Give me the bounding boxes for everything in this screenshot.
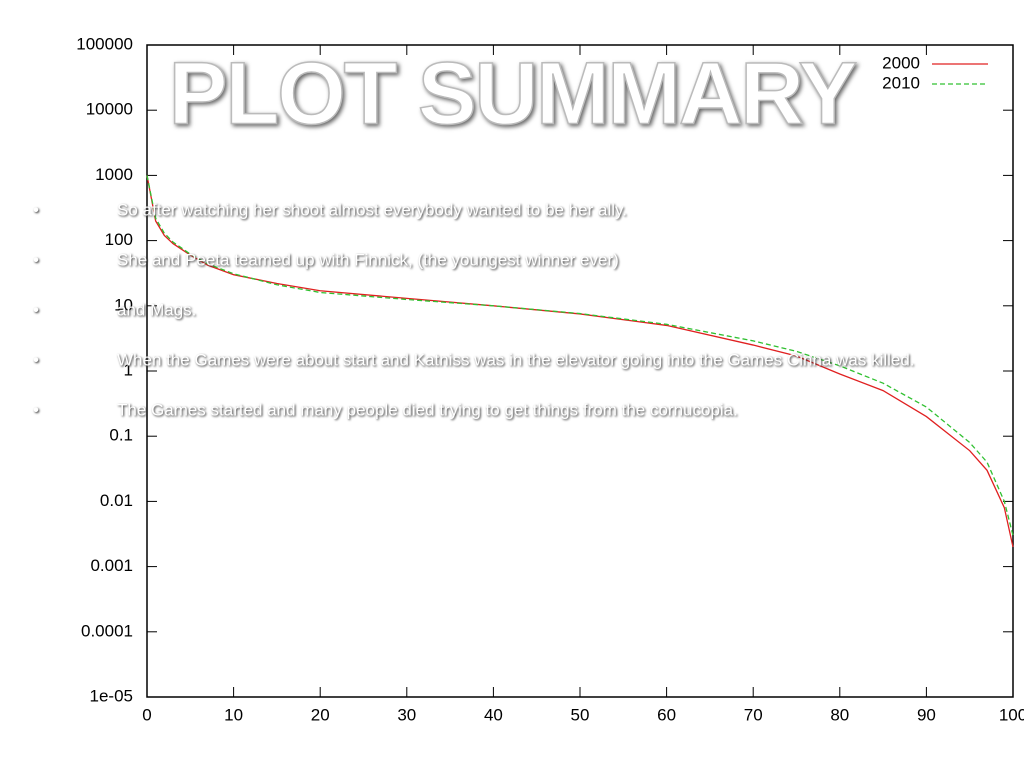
bullet-dot: •: [33, 350, 39, 369]
x-tick-label: 70: [744, 705, 763, 724]
bullet-text: The Games started and many people died t…: [117, 400, 738, 419]
y-tick-label: 1e-05: [90, 686, 133, 705]
x-tick-label: 30: [397, 705, 416, 724]
y-tick-label: 100000: [76, 34, 133, 53]
y-tick-label: 0.01: [100, 491, 133, 510]
bullet-dot: •: [33, 400, 39, 419]
x-tick-label: 60: [657, 705, 676, 724]
bullet-text: When the Games were about start and Katn…: [117, 350, 915, 369]
y-tick-label: 1: [124, 360, 133, 379]
series-line: [146, 175, 1014, 536]
x-tick-label: 0: [142, 705, 151, 724]
y-tick-label: 0.0001: [81, 621, 133, 640]
plot-frame: [146, 44, 1014, 698]
bullet-text: She and Peeta teamed up with Finnick, (t…: [117, 250, 619, 269]
x-tick-label: 10: [224, 705, 243, 724]
bullet-text: So after watching her shoot almost every…: [117, 200, 627, 219]
x-tick-label: 40: [484, 705, 503, 724]
legend-label: 2000: [882, 53, 920, 72]
bullet-dot: •: [33, 300, 39, 319]
y-tick-label: 100: [105, 230, 133, 249]
bullet-dot: •: [33, 250, 39, 269]
x-tick-label: 50: [571, 705, 590, 724]
x-tick-label: 80: [830, 705, 849, 724]
y-tick-label: 0.1: [109, 426, 133, 445]
bullet-text: and Mags.: [117, 300, 196, 319]
y-tick-label: 1000: [95, 165, 133, 184]
x-tick-label: 20: [311, 705, 330, 724]
x-tick-label: 100: [999, 705, 1024, 724]
y-tick-label: 0.001: [90, 556, 133, 575]
y-tick-label: 10000: [86, 100, 133, 119]
bullet-dot: •: [33, 200, 39, 219]
slide-title: PLOT SUMMARY: [169, 43, 857, 142]
legend-label: 2010: [882, 73, 920, 92]
y-tick-label: 10: [114, 295, 133, 314]
x-tick-label: 90: [917, 705, 936, 724]
